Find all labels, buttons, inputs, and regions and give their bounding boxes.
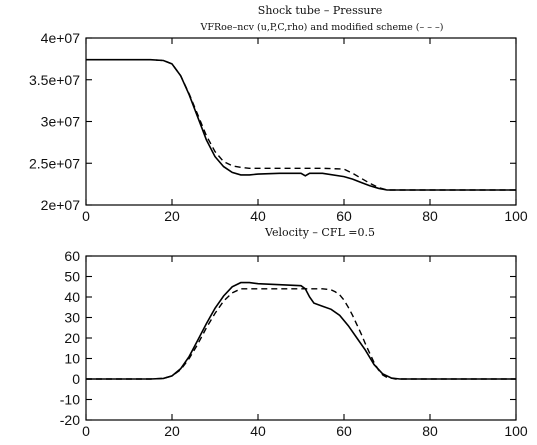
- pressure-solid-line: [86, 58, 516, 191]
- pressure-x-tick-label: 40: [250, 208, 266, 224]
- velocity-y-tick-label: -20: [60, 412, 80, 428]
- velocity-y-tick-label: -10: [60, 392, 80, 408]
- velocity-chart-title: Velocity – CFL =0.5: [264, 226, 375, 239]
- pressure-dashed-line: [86, 59, 516, 191]
- pressure-x-tick-label: 100: [504, 208, 528, 224]
- velocity-x-tick-label: 40: [250, 423, 266, 439]
- velocity-y-tick-label: 0: [72, 371, 80, 387]
- velocity-x-tick-label: 20: [164, 423, 180, 439]
- velocity-y-tick-label: 30: [64, 310, 80, 326]
- pressure-x-tick-label: 80: [422, 208, 438, 224]
- velocity-y-tick-label: 50: [64, 269, 80, 285]
- pressure-y-tick-label: 3e+07: [41, 114, 81, 130]
- pressure-x-tick-label: 60: [336, 208, 352, 224]
- velocity-solid-line: [86, 281, 516, 380]
- velocity-y-tick-label: 40: [64, 289, 80, 305]
- velocity-x-tick-label: 60: [336, 423, 352, 439]
- velocity-x-tick-label: 80: [422, 423, 438, 439]
- pressure-x-tick-label: 0: [82, 208, 90, 224]
- pressure-y-tick-label: 3.5e+07: [29, 72, 80, 88]
- velocity-plot-frame: [85, 255, 517, 421]
- velocity-y-tick-label: 20: [64, 330, 80, 346]
- pressure-y-tick-label: 2e+07: [41, 197, 81, 213]
- velocity-x-tick-label: 0: [82, 423, 90, 439]
- pressure-y-tick-label: 4e+07: [41, 30, 81, 46]
- velocity-dashed-line: [86, 288, 516, 380]
- pressure-y-tick-label: 2.5e+07: [29, 155, 80, 171]
- velocity-x-tick-label: 100: [504, 423, 528, 439]
- pressure-chart-title: Shock tube – Pressure: [258, 4, 382, 17]
- velocity-y-tick-label: 60: [64, 248, 80, 264]
- velocity-y-tick-label: 10: [64, 351, 80, 367]
- pressure-plot-frame: [85, 37, 517, 206]
- pressure-chart-subtitle: VFRoe–ncv (u,P,C,rho) and modified schem…: [200, 22, 444, 33]
- pressure-x-tick-label: 20: [164, 208, 180, 224]
- pressure-plot: 0 20 40 60 80 100 2e+07 2.5e+07 3e+07 3.5e+07 4e+0…: [29, 30, 528, 224]
